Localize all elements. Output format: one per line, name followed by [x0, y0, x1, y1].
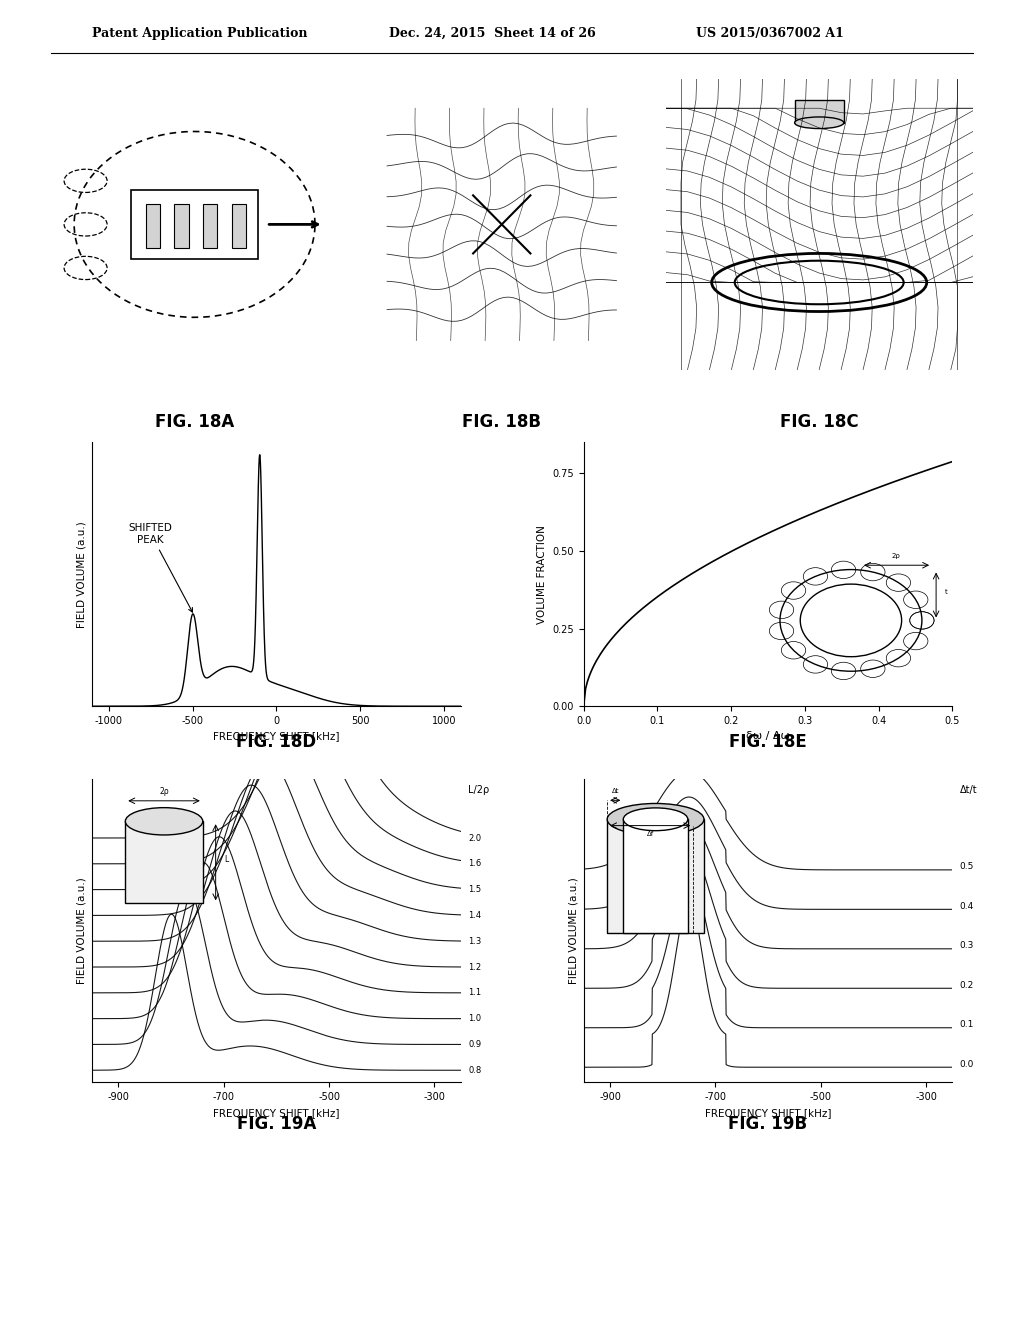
- Text: Patent Application Publication: Patent Application Publication: [92, 26, 307, 40]
- Text: 0.1: 0.1: [959, 1020, 974, 1030]
- Text: 0.9: 0.9: [468, 1040, 481, 1049]
- Y-axis label: VOLUME FRACTION: VOLUME FRACTION: [537, 525, 547, 623]
- Text: 0.4: 0.4: [959, 902, 974, 911]
- X-axis label: FREQUENCY SHIFT [kHz]: FREQUENCY SHIFT [kHz]: [213, 731, 340, 742]
- Text: FIG. 18B: FIG. 18B: [462, 413, 542, 432]
- Text: US 2015/0367002 A1: US 2015/0367002 A1: [696, 26, 844, 40]
- Text: L/2ρ: L/2ρ: [468, 785, 489, 795]
- X-axis label: FREQUENCY SHIFT [kHz]: FREQUENCY SHIFT [kHz]: [705, 1107, 831, 1118]
- Text: FIG. 18E: FIG. 18E: [729, 733, 807, 751]
- Text: 1.6: 1.6: [468, 859, 481, 869]
- Text: FIG. 18A: FIG. 18A: [155, 413, 234, 432]
- Text: 0.8: 0.8: [468, 1065, 481, 1074]
- Text: 0.2: 0.2: [959, 981, 974, 990]
- X-axis label: FREQUENCY SHIFT [kHz]: FREQUENCY SHIFT [kHz]: [213, 1107, 340, 1118]
- FancyBboxPatch shape: [131, 190, 258, 259]
- Text: 1.1: 1.1: [468, 989, 481, 998]
- Text: 1.0: 1.0: [468, 1014, 481, 1023]
- Text: 0.5: 0.5: [959, 862, 974, 871]
- Text: 1.4: 1.4: [468, 911, 481, 920]
- Text: FIG. 18D: FIG. 18D: [237, 733, 316, 751]
- Bar: [174, 205, 188, 248]
- Text: SHIFTED
PEAK: SHIFTED PEAK: [129, 523, 193, 612]
- Text: 1.2: 1.2: [468, 962, 481, 972]
- Bar: [231, 205, 246, 248]
- Bar: [203, 205, 217, 248]
- FancyBboxPatch shape: [795, 99, 844, 123]
- Text: 1.5: 1.5: [468, 886, 481, 894]
- Ellipse shape: [795, 117, 844, 128]
- Text: Dec. 24, 2015  Sheet 14 of 26: Dec. 24, 2015 Sheet 14 of 26: [389, 26, 596, 40]
- Text: 1.3: 1.3: [468, 937, 481, 945]
- Text: FIG. 19A: FIG. 19A: [237, 1115, 316, 1134]
- Bar: [145, 205, 160, 248]
- X-axis label: δω / Δω: δω / Δω: [746, 731, 790, 742]
- Text: 2.0: 2.0: [468, 833, 481, 842]
- Text: FIG. 19B: FIG. 19B: [728, 1115, 808, 1134]
- Y-axis label: FIELD VOLUME (a.u.): FIELD VOLUME (a.u.): [568, 878, 579, 983]
- Text: 0.3: 0.3: [959, 941, 974, 950]
- Text: 0.0: 0.0: [959, 1060, 974, 1069]
- Y-axis label: FIELD VOLUME (a.u.): FIELD VOLUME (a.u.): [77, 878, 87, 983]
- Text: FIG. 18C: FIG. 18C: [780, 413, 858, 432]
- Y-axis label: FIELD VOLUME (a.u.): FIELD VOLUME (a.u.): [77, 521, 87, 627]
- Text: Δt/t: Δt/t: [959, 785, 977, 795]
